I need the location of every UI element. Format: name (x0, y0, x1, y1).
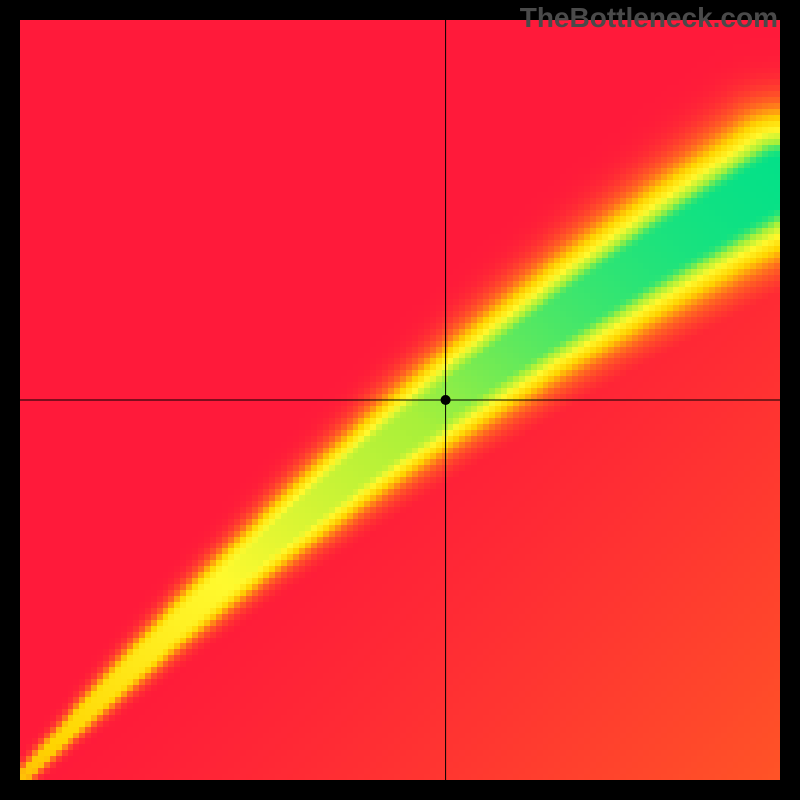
watermark-text: TheBottleneck.com (520, 2, 778, 34)
chart-container: TheBottleneck.com (0, 0, 800, 800)
bottleneck-heatmap (0, 0, 800, 800)
